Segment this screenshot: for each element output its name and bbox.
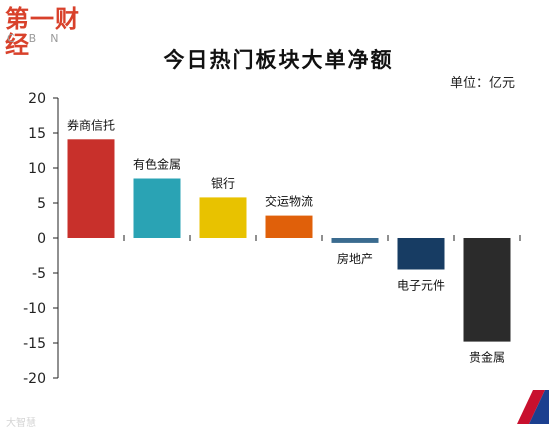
category-label: 券商信托: [67, 117, 115, 132]
y-tick-label: -5: [32, 266, 46, 282]
watermark-text: 大智慧: [6, 418, 36, 429]
y-tick-label: 10: [28, 161, 46, 177]
bar: [397, 238, 445, 270]
bar: [331, 238, 379, 243]
unit-label: 单位：亿元: [449, 76, 515, 91]
chart-title: 今日热门板块大单净额: [163, 47, 394, 72]
category-label: 电子元件: [397, 279, 445, 293]
cbn-corner-logo-icon: [517, 390, 549, 424]
category-label: 有色金属: [133, 157, 181, 172]
category-label: 贵金属: [469, 350, 505, 365]
y-tick-label: 5: [37, 196, 46, 212]
logo-main-text: 第一财经: [5, 5, 80, 59]
y-tick-label: -20: [23, 371, 46, 387]
bar: [133, 178, 181, 238]
y-tick-label: -15: [23, 336, 46, 352]
y-tick-label: -10: [23, 301, 46, 317]
category-label: 银行: [211, 176, 235, 190]
cbn-logo: 第一财经 CBN: [5, 6, 101, 58]
category-label: 交运物流: [265, 194, 313, 209]
bar: [199, 197, 247, 238]
bar: [265, 215, 313, 238]
logo-sub-text: CBN: [7, 32, 73, 45]
y-tick-label: 15: [28, 126, 46, 142]
bar: [463, 238, 511, 342]
bar: [67, 139, 115, 238]
y-tick-label: 0: [37, 231, 46, 247]
category-label: 房地产: [337, 251, 373, 266]
y-tick-label: 20: [28, 91, 46, 107]
